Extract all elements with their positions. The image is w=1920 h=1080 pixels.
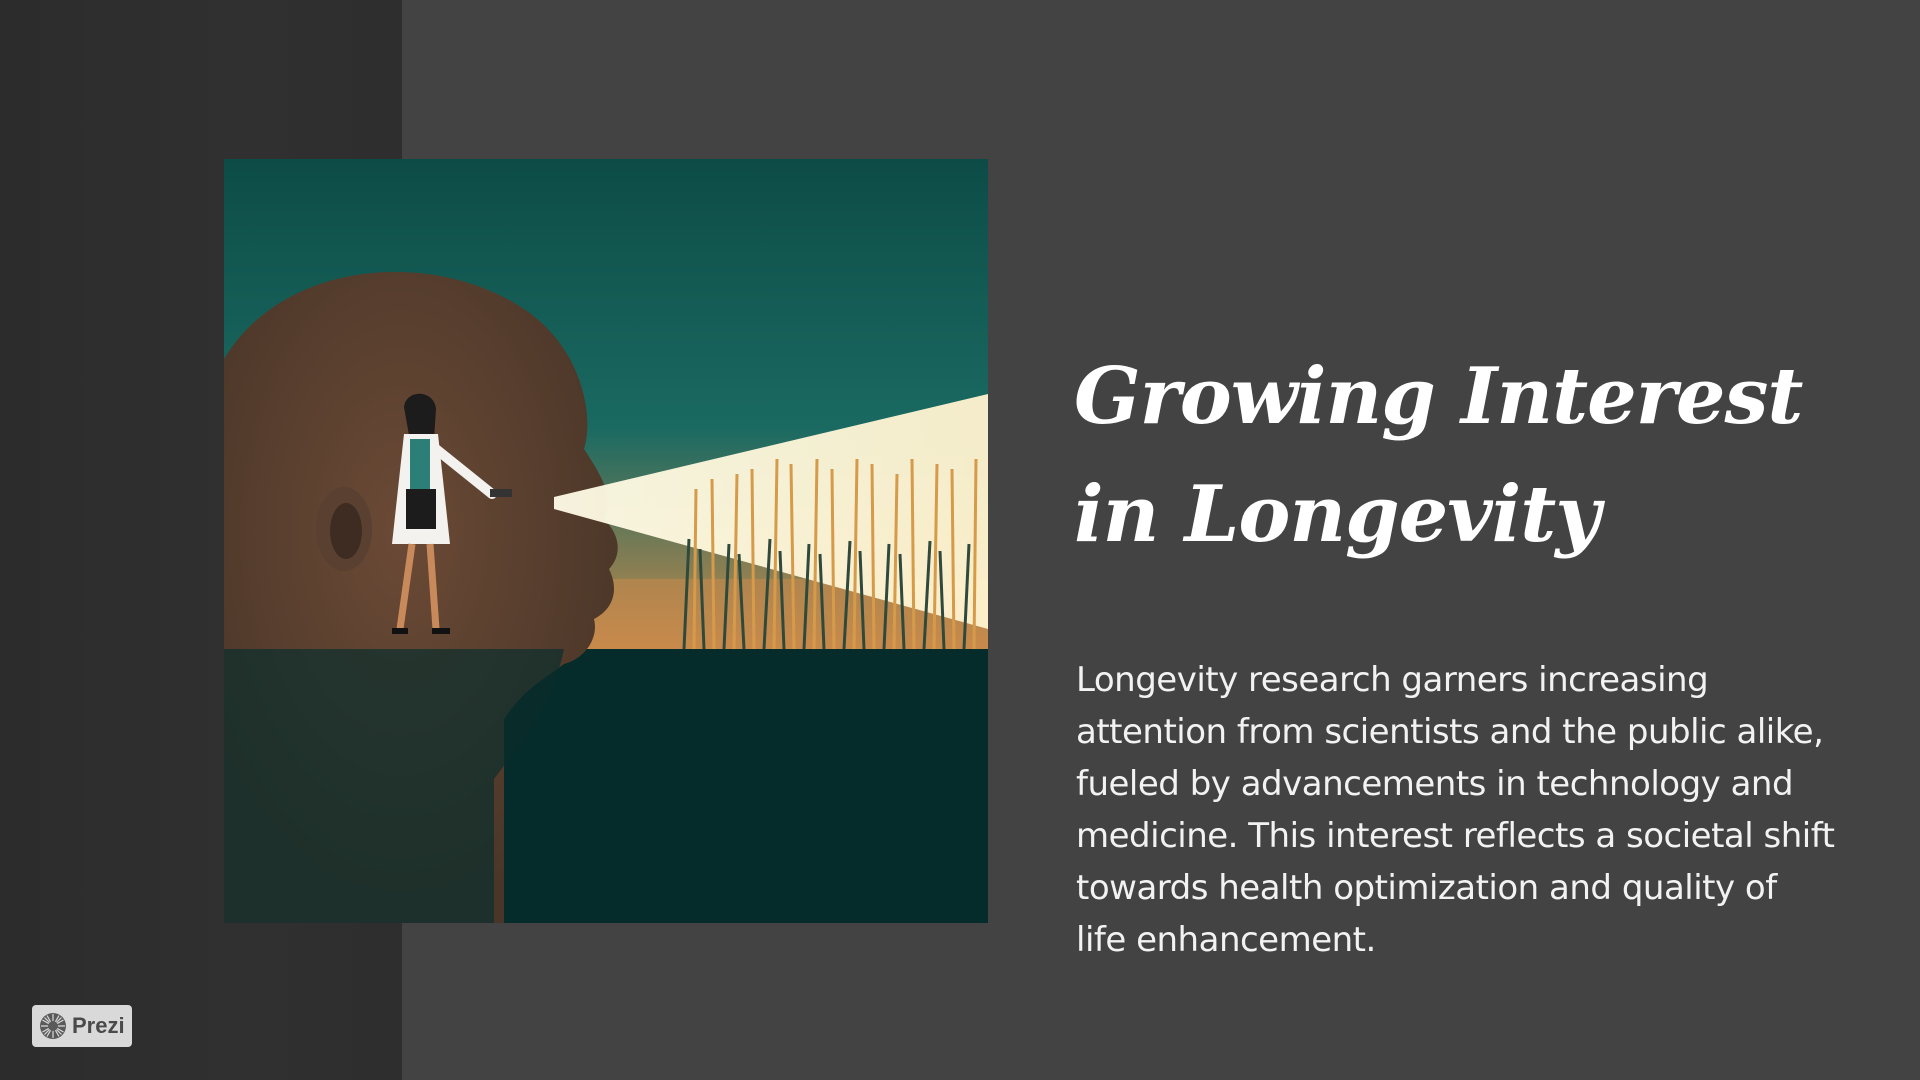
prezi-logo-icon — [40, 1013, 66, 1039]
prezi-label: Prezi — [72, 1013, 125, 1038]
prezi-badge-button[interactable]: Prezi — [32, 1005, 132, 1047]
scientist-figure — [392, 393, 512, 634]
scientist-flashlight-illustration — [224, 159, 988, 923]
slide-illustration — [224, 159, 988, 923]
slide-title: Growing Interest in Longevity — [1074, 351, 1803, 560]
slide-body-text: Longevity research garners increasing at… — [1076, 660, 1835, 960]
